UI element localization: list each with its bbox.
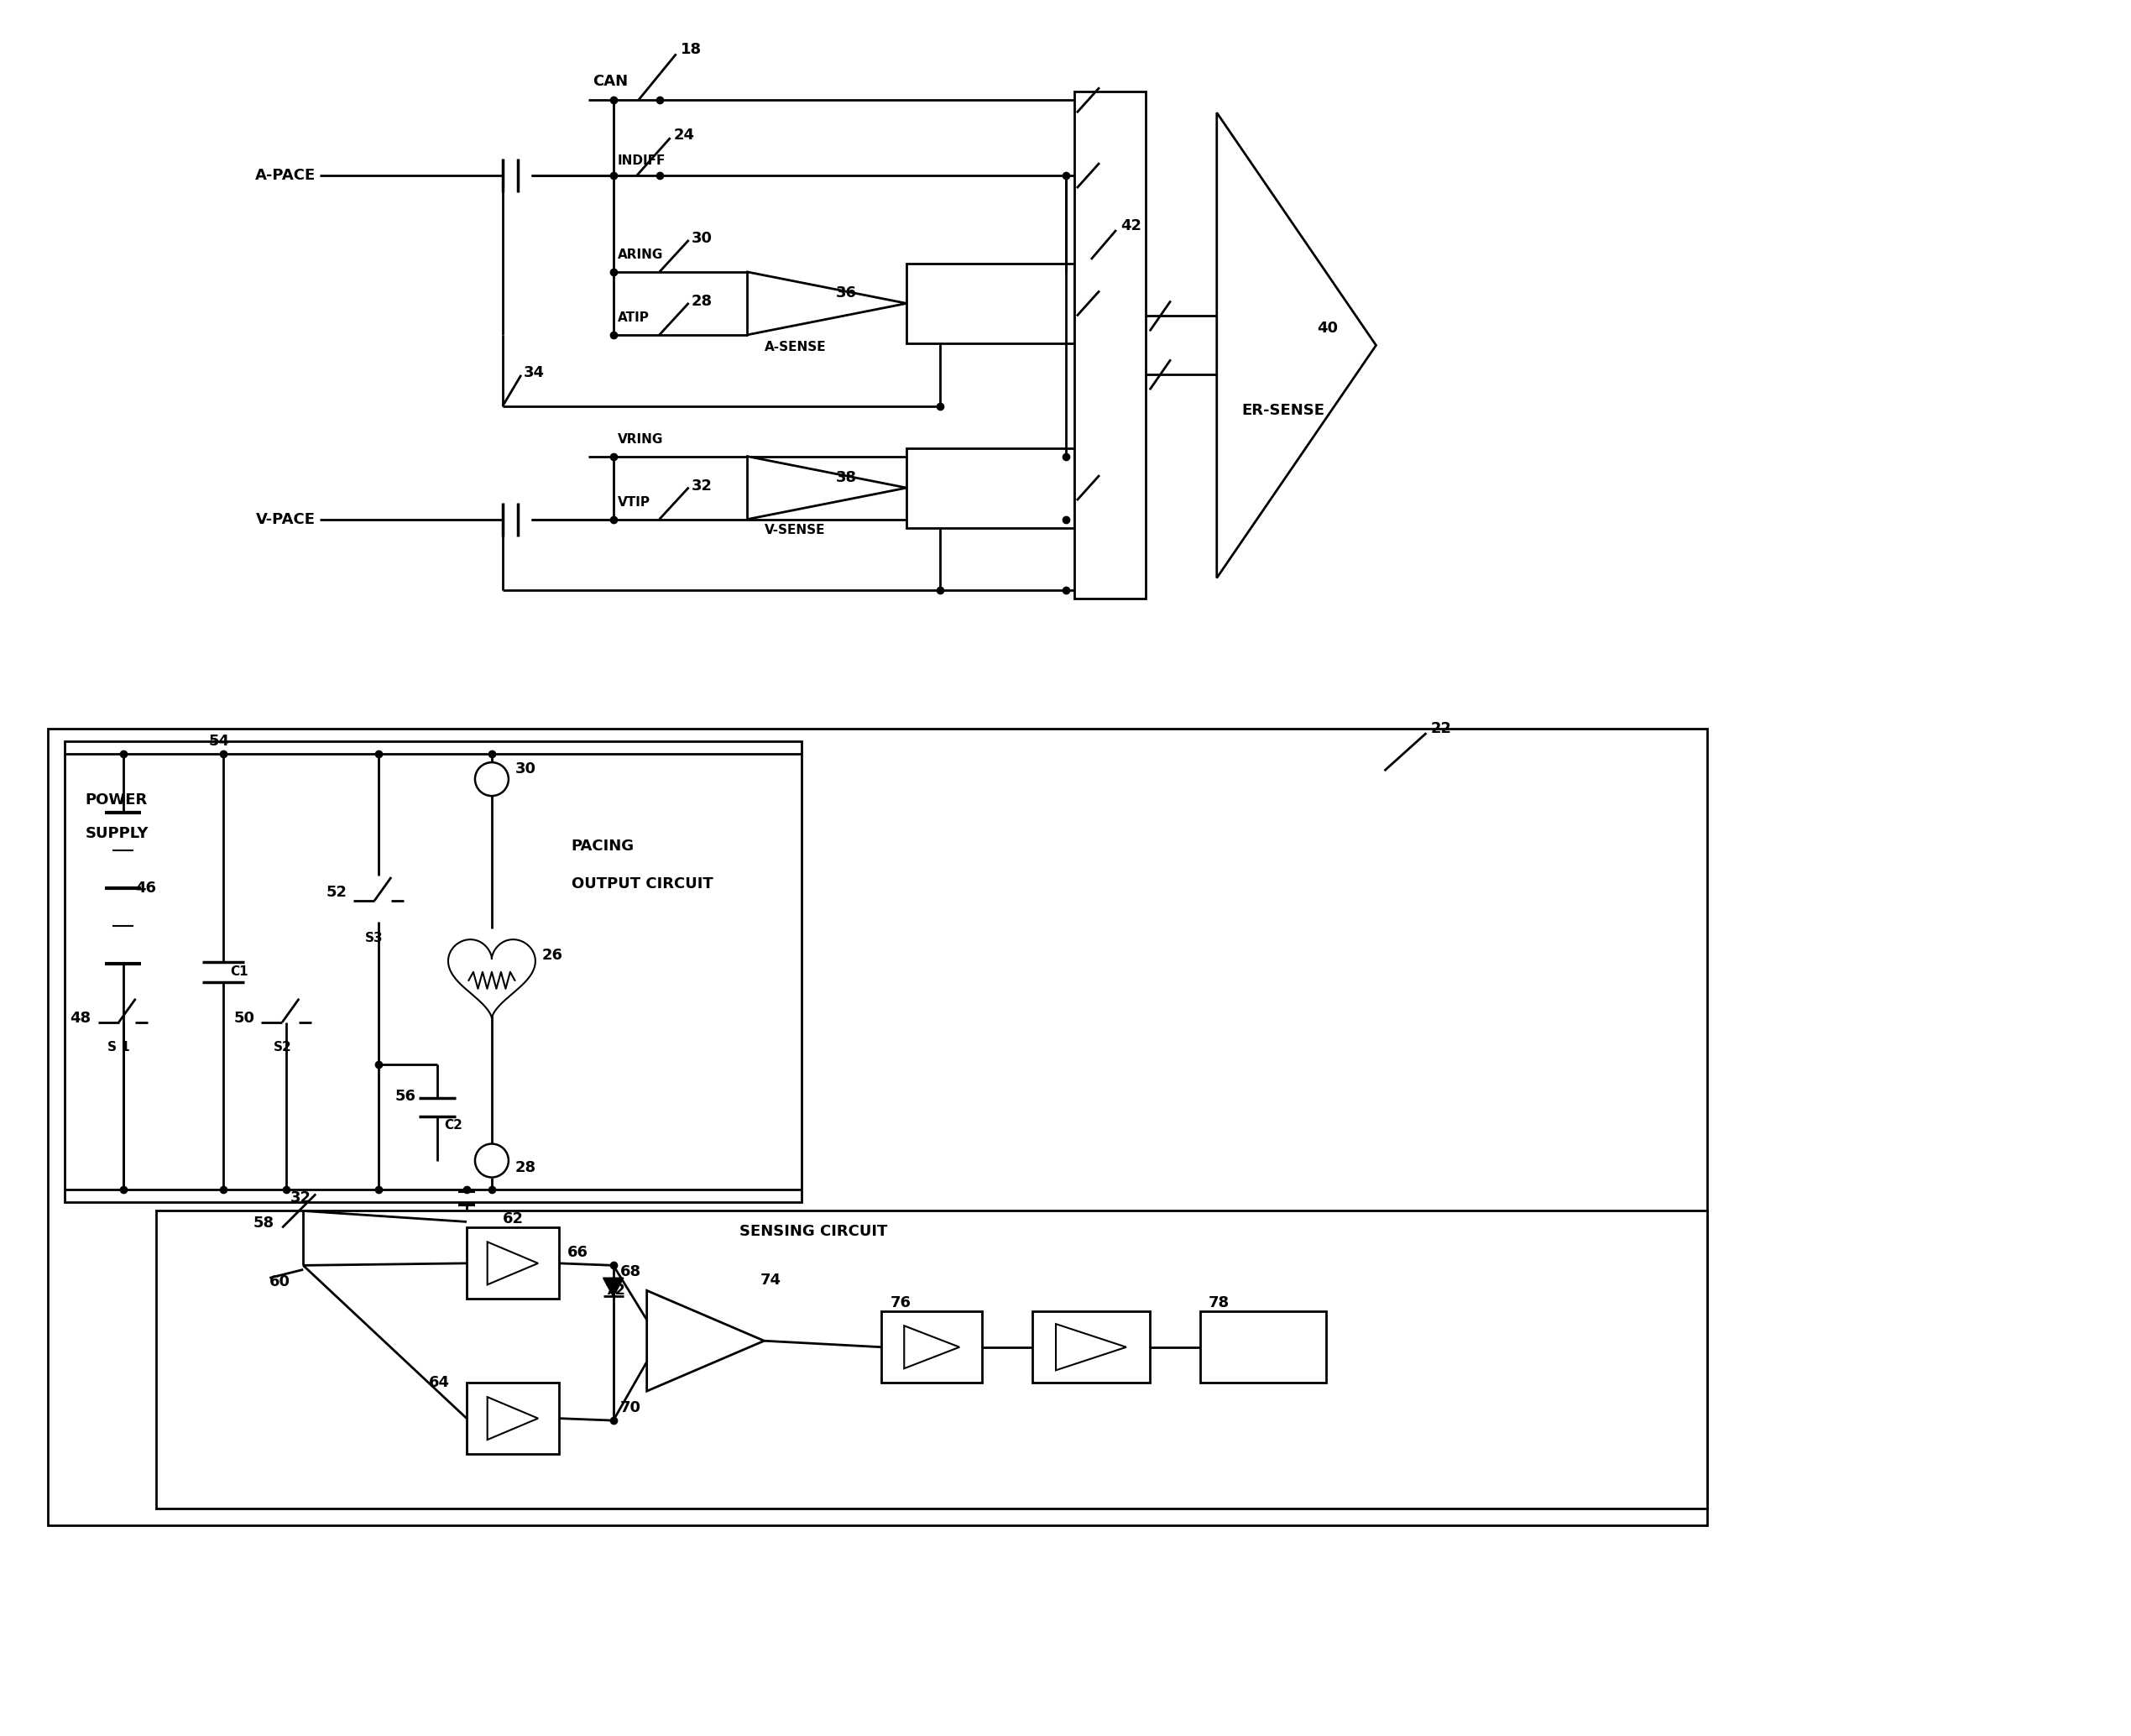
Text: ER-SENSE: ER-SENSE	[1242, 403, 1325, 418]
Text: CAN: CAN	[592, 75, 629, 89]
Text: 32: 32	[690, 477, 712, 493]
Bar	[906, 264, 1074, 344]
Text: S3: S3	[364, 932, 384, 944]
Text: 66: 66	[567, 1245, 588, 1260]
Text: 30: 30	[516, 762, 537, 776]
Bar	[467, 1227, 558, 1299]
Polygon shape	[748, 457, 906, 519]
Text: OUTPUT CIRCUIT: OUTPUT CIRCUIT	[571, 877, 714, 892]
Text: A-SENSE: A-SENSE	[765, 340, 827, 352]
Text: 70: 70	[620, 1401, 641, 1415]
Text: 46: 46	[136, 880, 156, 896]
Text: 74: 74	[761, 1272, 780, 1288]
Text: ARING: ARING	[618, 248, 663, 262]
Bar	[156, 1212, 1707, 1509]
Bar	[467, 1384, 558, 1455]
Text: 68: 68	[620, 1264, 641, 1279]
Text: INDIFF: INDIFF	[618, 155, 665, 167]
Text: C2: C2	[443, 1118, 462, 1132]
Text: 30: 30	[690, 231, 712, 247]
Circle shape	[475, 1144, 509, 1177]
Text: VRING: VRING	[618, 434, 663, 446]
Polygon shape	[603, 1278, 624, 1297]
Text: 34: 34	[524, 365, 546, 380]
Polygon shape	[648, 1290, 765, 1391]
Text: 52: 52	[326, 885, 347, 899]
Bar	[1031, 1311, 1151, 1384]
Text: 60: 60	[271, 1274, 290, 1290]
Text: 36: 36	[835, 286, 857, 300]
Text: A-PACE: A-PACE	[256, 168, 315, 182]
Text: C1: C1	[230, 965, 249, 979]
Text: 22: 22	[1430, 720, 1451, 736]
Text: 38: 38	[835, 470, 857, 486]
Circle shape	[475, 762, 509, 795]
Polygon shape	[448, 939, 535, 1019]
Text: S2: S2	[273, 1042, 292, 1054]
Text: 58: 58	[254, 1215, 275, 1231]
Text: 18: 18	[680, 42, 701, 57]
Text: 62: 62	[503, 1212, 524, 1227]
Text: 32: 32	[290, 1191, 311, 1207]
Text: 24: 24	[673, 128, 695, 142]
Text: SENSING CIRCUIT: SENSING CIRCUIT	[739, 1224, 886, 1240]
Text: ATIP: ATIP	[618, 312, 650, 325]
Polygon shape	[1217, 113, 1377, 578]
Text: 26: 26	[541, 948, 563, 963]
Bar	[1200, 1311, 1325, 1384]
Bar	[64, 741, 801, 1203]
Text: 54: 54	[209, 734, 230, 748]
Polygon shape	[748, 273, 906, 335]
Text: 40: 40	[1317, 321, 1338, 337]
Text: 78: 78	[1208, 1295, 1230, 1311]
Text: POWER: POWER	[85, 793, 147, 807]
Text: 48: 48	[70, 1010, 92, 1026]
Text: 28: 28	[690, 293, 712, 309]
Text: PACING: PACING	[571, 838, 635, 854]
Text: 64: 64	[428, 1375, 450, 1391]
Text: SUPPLY: SUPPLY	[85, 826, 149, 842]
Text: V-PACE: V-PACE	[256, 512, 315, 526]
Text: VTIP: VTIP	[618, 496, 650, 509]
Bar	[882, 1311, 982, 1384]
Text: V-SENSE: V-SENSE	[765, 524, 825, 536]
Text: S 1: S 1	[107, 1042, 130, 1054]
Bar	[1074, 92, 1146, 599]
Text: 42: 42	[1121, 219, 1142, 233]
Bar	[906, 448, 1074, 528]
Text: 50: 50	[234, 1010, 254, 1026]
Text: 72: 72	[605, 1283, 627, 1299]
Bar	[47, 729, 1707, 1526]
Text: 56: 56	[396, 1088, 416, 1104]
Text: 76: 76	[891, 1295, 910, 1311]
Text: 28: 28	[516, 1160, 537, 1175]
